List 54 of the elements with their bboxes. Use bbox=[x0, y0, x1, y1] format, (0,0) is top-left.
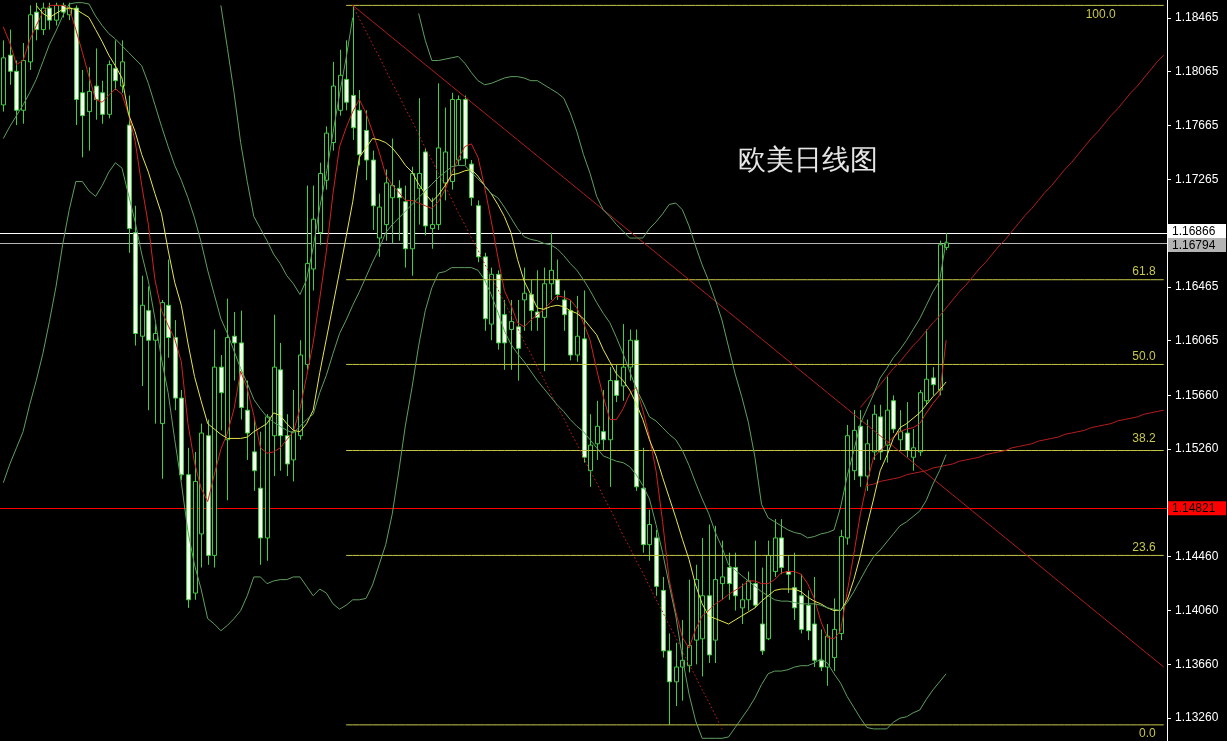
series-label: 23.6 bbox=[1132, 539, 1157, 554]
candlestick bbox=[364, 109, 369, 181]
y-tick-label: 1.13660 bbox=[1175, 656, 1219, 671]
y-tick-label: 1.16065 bbox=[1175, 333, 1219, 348]
candlestick bbox=[252, 419, 257, 492]
y-tick-label: 1.15660 bbox=[1175, 387, 1219, 402]
y-tick-label: 1.16465 bbox=[1175, 279, 1219, 294]
text: 欧美日线图 bbox=[738, 143, 879, 175]
candlestick bbox=[377, 193, 382, 258]
candlestick bbox=[621, 323, 626, 402]
candlestick bbox=[258, 431, 263, 566]
candlestick bbox=[265, 413, 270, 562]
y-tick-label: 1.18465 bbox=[1175, 10, 1219, 25]
y-tick-label: 1.14460 bbox=[1175, 549, 1219, 564]
ref-line-label: 1.16866 bbox=[1172, 223, 1216, 238]
candlestick bbox=[799, 573, 804, 634]
candlestick bbox=[575, 295, 580, 363]
candlestick bbox=[753, 540, 758, 609]
candlestick bbox=[522, 267, 527, 332]
ref-line-label: 1.16794 bbox=[1172, 237, 1216, 252]
y-tick-label: 1.15260 bbox=[1175, 441, 1219, 456]
candlestick bbox=[792, 552, 797, 621]
candlestick bbox=[245, 380, 250, 461]
candlestick bbox=[186, 447, 191, 609]
candlestick bbox=[865, 419, 870, 492]
candlestick bbox=[509, 299, 514, 371]
series-label: 0.0 bbox=[1139, 726, 1157, 741]
candlestick bbox=[654, 529, 659, 597]
y-tick-label: 1.17265 bbox=[1175, 171, 1219, 186]
series-label: 50.0 bbox=[1132, 348, 1157, 363]
candlestick bbox=[371, 150, 376, 231]
candlestick bbox=[931, 366, 936, 396]
ref-line-label: 1.14821 bbox=[1172, 501, 1216, 516]
candlestick bbox=[469, 159, 474, 207]
candlestick bbox=[443, 107, 448, 201]
candlestick bbox=[720, 540, 725, 601]
candlestick bbox=[832, 597, 837, 672]
y-tick-label: 1.13260 bbox=[1175, 710, 1219, 725]
candlestick bbox=[403, 185, 408, 269]
y-tick-label: 1.18065 bbox=[1175, 64, 1219, 79]
candlestick bbox=[542, 267, 547, 372]
y-tick-label: 1.14060 bbox=[1175, 602, 1219, 617]
candlestick bbox=[127, 94, 132, 254]
series-label: 100.0 bbox=[1085, 6, 1117, 21]
candlestick bbox=[21, 42, 26, 125]
candlestick bbox=[232, 311, 237, 382]
series-label: 61.8 bbox=[1132, 264, 1157, 279]
candlestick bbox=[153, 323, 158, 425]
series-label: 38.2 bbox=[1132, 430, 1157, 445]
candlestick bbox=[516, 299, 521, 382]
candlestick bbox=[410, 166, 415, 277]
candlestick bbox=[87, 66, 92, 152]
y-tick-label: 1.17665 bbox=[1175, 118, 1219, 133]
candlestick bbox=[133, 205, 138, 347]
